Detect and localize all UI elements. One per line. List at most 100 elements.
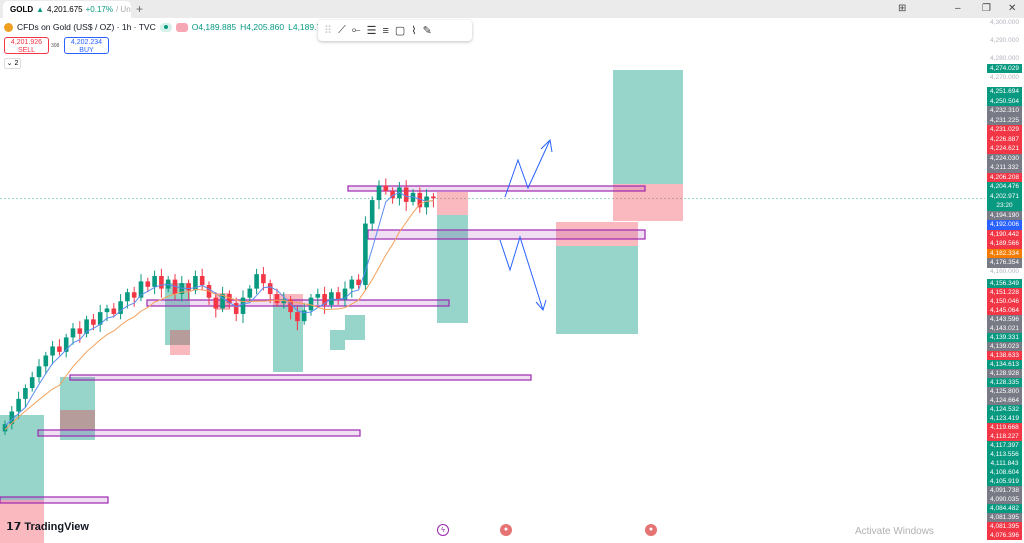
bullish-candle — [138, 281, 144, 298]
price-label: 4,231.225 — [987, 115, 1022, 125]
bullish-candle — [281, 299, 287, 304]
rectangle-icon[interactable]: ▢ — [394, 25, 406, 37]
sell-button[interactable]: 4,201.926 SELL — [4, 37, 49, 54]
price-label-value: 4,111.843 — [990, 460, 1019, 467]
price-label: 4,076.396 — [987, 531, 1022, 540]
target-zone — [437, 215, 468, 323]
bullish-candle — [349, 279, 355, 289]
layout-icon[interactable]: ⊞ — [898, 3, 907, 14]
price-label-value: 4,123.419 — [990, 415, 1019, 422]
target-zone — [613, 70, 683, 184]
trend-line-icon[interactable]: ⟋ — [338, 24, 346, 36]
price-label-value: 4,189.566 — [990, 240, 1019, 247]
price-label-value: 4,090.035 — [990, 496, 1019, 503]
support-resistance-zone — [69, 374, 532, 381]
restore-button[interactable]: ❐ — [982, 3, 991, 14]
bearish-candle — [322, 294, 327, 305]
bearish-candle — [91, 319, 96, 325]
bullish-candle — [29, 377, 35, 389]
up-arrow-icon: ▲ — [36, 5, 45, 14]
indicator-count: 2 — [14, 60, 19, 67]
support-resistance-zone — [347, 185, 646, 192]
brush-icon[interactable]: ✎ — [422, 25, 432, 37]
tradingview-logo[interactable]: 𝟭𝟳 TradingView — [6, 521, 89, 533]
target-zone — [345, 315, 365, 340]
bullish-candle — [369, 200, 375, 224]
close-button[interactable]: ✕ — [1008, 3, 1017, 14]
bullish-candle — [152, 275, 157, 287]
price-label: 4,138.633 — [987, 351, 1022, 360]
price-chart[interactable] — [0, 18, 1024, 543]
horizontal-ray-icon[interactable]: ⟜ — [351, 24, 361, 36]
price-label-value: 4,150.046 — [990, 298, 1019, 305]
bearish-candle — [145, 281, 151, 287]
price-label-value: 4,113.556 — [990, 451, 1019, 458]
price-label-value: 4,125.800 — [990, 388, 1019, 395]
support-resistance-zone — [37, 429, 361, 437]
tab-change: +0.17% — [85, 5, 113, 14]
stop-zone — [170, 330, 190, 355]
bar-countdown: 23:20 — [996, 202, 1013, 209]
price-gridline-label: 4,300.000 — [990, 19, 1019, 26]
bullish-candle — [70, 328, 76, 338]
drag-handle-icon[interactable]: ⠿ — [324, 25, 333, 37]
dividend-event-icon[interactable]: ϟ — [437, 524, 449, 536]
parallel-channel-icon[interactable]: ☰ — [366, 25, 377, 37]
price-label-value: 4,250.504 — [990, 97, 1019, 105]
bearish-candle — [186, 283, 191, 291]
indicators-toggle[interactable]: ⌄ 2 — [4, 58, 21, 69]
bullish-candle — [104, 308, 110, 313]
fib-retracement-icon[interactable]: ≡ — [382, 24, 389, 37]
buy-price: 4,202.234 — [70, 39, 103, 46]
symbol-title[interactable]: CFDs on Gold (US$ / OZ) · 1h · TVC — [17, 22, 156, 32]
price-label: 4,128.335 — [987, 378, 1022, 387]
drawing-toolbar: ⠿ ⟋ ⟜ ☰ ≡ ▢ ⌇ ✎ — [318, 20, 472, 41]
bearish-candle — [267, 283, 273, 295]
price-label: 4,251.694 — [987, 87, 1022, 97]
chart-tab[interactable]: GOLD ▲ 4,201.675 +0.17% / Unn — [3, 1, 131, 18]
price-label-value: 4,156.349 — [990, 280, 1019, 287]
target-zone — [556, 246, 638, 334]
arrow-head-icon — [535, 299, 547, 312]
bearish-candle — [227, 294, 232, 304]
price-label: 4,134.613 — [987, 360, 1022, 369]
bearish-candle — [431, 196, 436, 199]
support-resistance-zone — [0, 496, 109, 504]
tab-suffix: / Unn — [115, 5, 131, 14]
target-zone — [330, 330, 345, 350]
price-label-value: 4,226.887 — [990, 135, 1019, 143]
price-label-value: 4,117.397 — [990, 442, 1019, 449]
sell-price: 4,201.926 — [10, 39, 43, 46]
price-label: 4,139.023 — [987, 342, 1022, 351]
price-label-value: 4,274.029 — [990, 65, 1019, 72]
price-label-value: 4,105.919 — [990, 478, 1019, 485]
high-value: H4,205.860 — [240, 22, 285, 32]
price-label: 4,113.556 — [987, 450, 1022, 459]
price-label-value: 4,143.596 — [990, 316, 1019, 323]
bullish-candle — [2, 424, 8, 432]
tab-price: 4,201.675 — [47, 5, 83, 14]
price-label: 4,211.332 — [987, 163, 1022, 173]
price-label: 4,108.604 — [987, 468, 1022, 477]
bullish-candle — [43, 355, 49, 367]
price-label: 4,091.738 — [987, 486, 1022, 495]
bullish-candle — [308, 297, 314, 311]
buy-button[interactable]: 4,202.234 BUY — [64, 37, 109, 54]
brand-name: TradingView — [24, 521, 89, 533]
bearish-candle — [213, 297, 219, 309]
minimize-button[interactable]: – — [955, 3, 961, 14]
path-icon[interactable]: ⌇ — [411, 25, 417, 37]
price-label-value: 4,128.335 — [990, 379, 1019, 386]
bullish-candle — [23, 388, 28, 399]
price-label: 4,226.887 — [987, 134, 1022, 144]
open-value: O4,189.885 — [191, 22, 237, 32]
price-label: 4,124.532 — [987, 405, 1022, 414]
new-tab-button[interactable]: + — [136, 2, 144, 16]
price-label: 4,143.021 — [987, 324, 1022, 333]
bearish-candle — [199, 275, 205, 286]
price-gridline-label: 4,160.000 — [990, 268, 1019, 275]
bearish-candle — [356, 279, 361, 286]
us-event-icon[interactable]: ● — [645, 524, 657, 536]
us-event-icon[interactable]: ● — [500, 524, 512, 536]
price-label-value: 4,139.023 — [990, 343, 1019, 350]
